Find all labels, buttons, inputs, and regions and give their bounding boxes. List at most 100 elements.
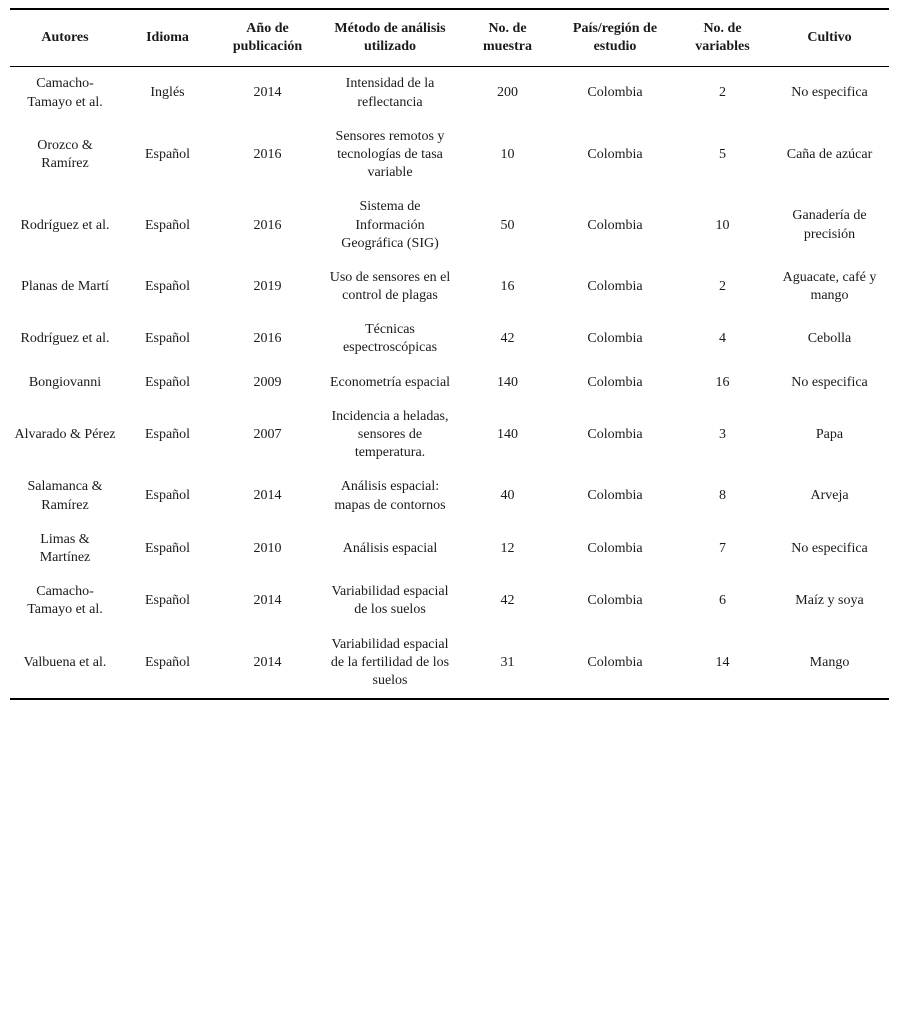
table-cell: 7	[719, 540, 726, 556]
table-cell: Inglés	[150, 85, 185, 101]
table-cell: Colombia	[587, 654, 643, 670]
table-cell: 140	[497, 374, 518, 390]
table-header: Autores Idioma Año de publicación Método…	[10, 9, 889, 68]
table-cell: Limas & Martínez	[39, 531, 91, 565]
table-cell: Colombia	[587, 540, 643, 556]
table-cell: 16	[500, 278, 515, 294]
table-cell: Rodríguez et al.	[20, 217, 110, 233]
table-cell: Camacho-Tamayo et al.	[27, 584, 103, 618]
table-cell: Colombia	[587, 85, 643, 101]
table-cell: 16	[715, 374, 730, 390]
column-header-cultivo: Cultivo	[770, 9, 889, 68]
table-cell: 140	[497, 427, 518, 442]
table-cell: 2019	[253, 278, 282, 294]
table-cell: Español	[144, 217, 191, 233]
table-cell: 6	[719, 593, 726, 609]
table-cell: Valbuena et al.	[23, 654, 107, 670]
table-cell: 10	[500, 146, 515, 162]
table-header-row: Autores Idioma Año de publicación Método…	[10, 9, 889, 68]
table-cell: Español	[144, 593, 191, 609]
table-cell: Econometría espacial	[329, 374, 451, 390]
table-cell: Colombia	[587, 278, 643, 294]
table-cell: 10	[715, 217, 730, 233]
table-row: Planas de Martí Español 2019 Uso de sensore…	[10, 261, 889, 313]
table-row: Alvarado & Pérez Español 2007 Incidencia a …	[10, 400, 889, 471]
table-cell: Colombia	[587, 217, 643, 233]
column-header-no-variables: No. de variables	[675, 9, 770, 68]
table-row: Limas & Martínez Español 2010 Análisis espa…	[10, 523, 889, 575]
table-row: Salamanca & Ramírez Español 2014 Análisis e…	[10, 470, 889, 522]
table-cell: 40	[500, 488, 515, 504]
table-cell: 2007	[253, 427, 282, 442]
table-cell: Colombia	[587, 331, 643, 347]
table-cell: 2014	[253, 593, 282, 609]
column-header-metodo-analisis: Método de análisis utilizado	[320, 9, 460, 68]
table-cell: 14	[715, 654, 730, 670]
table-cell: 2010	[253, 540, 282, 556]
table-cell: Rodríguez et al.	[20, 331, 110, 347]
column-header-pais-region: País/región de estudio	[555, 9, 675, 68]
table-cell: 2	[719, 85, 726, 101]
table-cell: Aguacate, café y mango	[782, 269, 877, 304]
table-cell: Español	[144, 488, 191, 504]
table-cell: Orozco & Ramírez	[37, 137, 93, 172]
table-cell: Colombia	[587, 488, 643, 504]
table-cell: Camacho-Tamayo et al.	[27, 76, 103, 110]
table-cell: Variabilidad espacial de los suelos	[331, 584, 449, 618]
table-cell: Español	[144, 278, 191, 294]
table-cell: 2016	[253, 217, 282, 233]
table-cell: 3	[719, 427, 726, 442]
table-cell: 42	[500, 331, 515, 347]
table-cell: 50	[500, 217, 515, 233]
table-cell: 42	[500, 593, 515, 609]
column-header-idioma: Idioma	[120, 9, 215, 68]
table-cell: Mango	[809, 654, 850, 670]
column-header-no-muestra: No. de muestra	[460, 9, 555, 68]
table-cell: Salamanca & Ramírez	[27, 479, 103, 513]
table-cell: Alvarado & Pérez	[14, 427, 116, 442]
table-cell: 2016	[253, 331, 282, 347]
table-cell: 31	[500, 654, 515, 670]
table-cell: Sensores remotos y tecnologías de tasa v…	[335, 128, 445, 181]
table-cell: Incidencia a heladas, sensores de temper…	[331, 408, 449, 461]
table-cell: Papa	[815, 427, 844, 442]
table-cell: 5	[719, 146, 726, 162]
table-cell: 12	[500, 540, 515, 556]
table-cell: Español	[144, 540, 191, 556]
table-cell: Uso de sensores en el control de plagas	[329, 269, 451, 304]
table-cell: Maíz y soya	[795, 593, 864, 609]
table-cell: 4	[719, 331, 726, 347]
table-body: Camacho-Tamayo et al. Inglés 2014 Intensida…	[10, 67, 889, 699]
table-cell: Ganadería de precisión	[792, 208, 867, 242]
table-cell: Español	[144, 654, 191, 670]
table-cell: Técnicas espectroscópicas	[342, 322, 438, 356]
table-cell: 8	[719, 488, 726, 504]
table-cell: Análisis espacial: mapas de contornos	[334, 479, 446, 513]
table-cell: Colombia	[587, 593, 643, 609]
table-cell: 2014	[253, 654, 282, 670]
data-table: Autores Idioma Año de publicación Método…	[10, 8, 889, 701]
table-cell: Sistema de Información Geográfica (SIG)	[341, 199, 439, 251]
table-cell: Colombia	[587, 427, 643, 442]
table-cell: Caña de azúcar	[786, 146, 873, 162]
table-cell: No especifica	[791, 85, 868, 101]
table-row: Rodríguez et al. Español 2016 Sistema de In…	[10, 190, 889, 261]
table-cell: Español	[144, 427, 191, 442]
table-row: Orozco & Ramírez Español 2016 Sensores remo…	[10, 120, 889, 191]
table-row: Bongiovanni Español 2009 Econometría espaci…	[10, 366, 889, 400]
table-row: Camacho-Tamayo et al. Inglés 2014 Intensida…	[10, 67, 889, 120]
column-header-ano-publicacion: Año de publicación	[215, 9, 320, 68]
table-cell: Intensidad de la reflectancia	[345, 76, 435, 110]
table-cell: Bongiovanni	[28, 374, 102, 390]
table-cell: 2009	[253, 374, 282, 390]
table-cell: 2014	[253, 488, 282, 504]
table-cell: Colombia	[587, 374, 643, 390]
table-cell: Análisis espacial	[342, 540, 438, 556]
column-header-autores: Autores	[10, 9, 120, 68]
table-cell: Español	[144, 146, 191, 162]
table-row: Rodríguez et al. Español 2016 Técnicas espe…	[10, 313, 889, 365]
table-cell: Cebolla	[807, 331, 852, 347]
table-cell: Español	[144, 331, 191, 347]
table-cell: Colombia	[587, 146, 643, 162]
